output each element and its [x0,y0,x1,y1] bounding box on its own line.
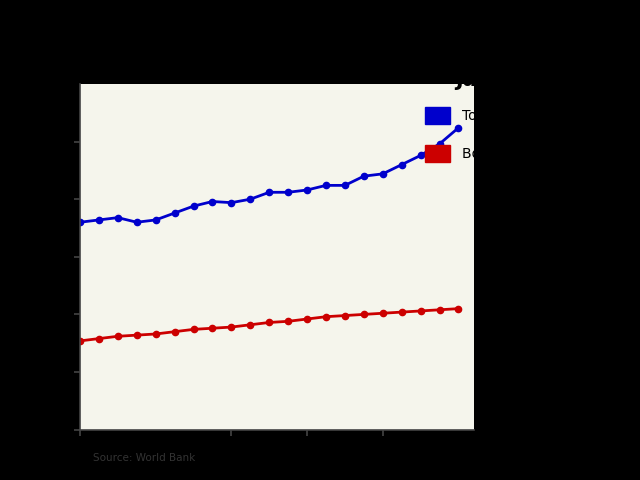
Legend: Top 0.1%, Bottom 50%: Top 0.1%, Bottom 50% [420,101,553,167]
Text: Jan 1994: Jan 1994 [455,70,557,90]
Text: American Wealth Gap: Top 0.1% with the Bottom 50%: American Wealth Gap: Top 0.1% with the B… [69,22,571,40]
Text: Unit: US$ Trillions: Unit: US$ Trillions [86,70,190,83]
Text: Source: World Bank: Source: World Bank [93,453,195,463]
